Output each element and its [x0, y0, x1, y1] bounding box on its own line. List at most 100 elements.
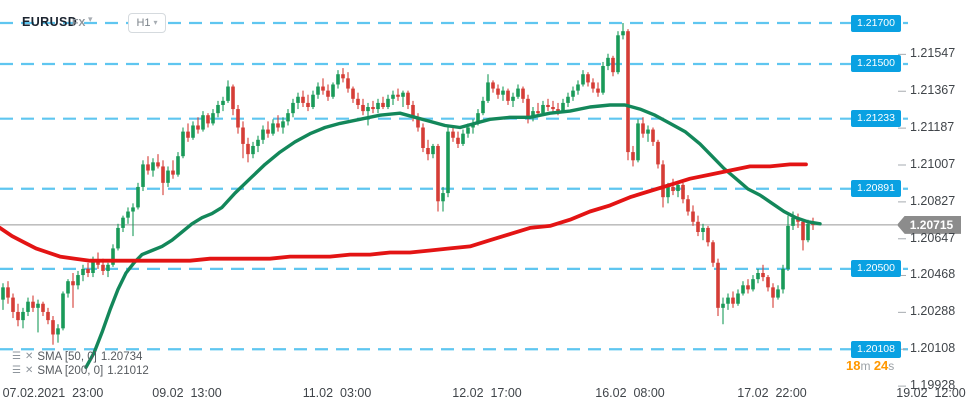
candle-body: [786, 225, 790, 269]
candle-body: [96, 260, 100, 265]
candle-body: [401, 92, 405, 97]
candle-body: [336, 74, 340, 85]
chevron-down-icon[interactable]: ▾: [88, 14, 93, 24]
candle-body: [531, 111, 535, 118]
candle-body: [106, 264, 110, 271]
candle-body: [766, 277, 770, 288]
timeframe-selector[interactable]: H1 ▾: [128, 13, 166, 33]
candle-body: [631, 152, 635, 161]
candle-body: [496, 88, 500, 95]
candle-body: [676, 184, 680, 192]
candle-body: [111, 248, 115, 265]
candle-body: [286, 113, 290, 122]
indicator-remove-icon[interactable]: ✕: [24, 364, 34, 376]
candle-body: [736, 293, 740, 304]
candle-body: [746, 285, 750, 290]
candle-body: [161, 166, 165, 183]
candle-body: [301, 96, 305, 103]
candle-body: [71, 281, 75, 286]
level-lines-layer: [0, 21, 908, 351]
candle-body: [406, 92, 410, 105]
candle-body: [321, 86, 325, 91]
candle-body: [711, 242, 715, 263]
sma-50-line: [84, 103, 822, 369]
candle-body: [686, 199, 690, 212]
candle-body: [36, 303, 40, 308]
candle-body: [316, 86, 320, 95]
candle-body: [621, 31, 625, 36]
candle-body: [281, 121, 285, 128]
candle-body: [131, 207, 135, 212]
candle-body: [306, 102, 310, 108]
candle-body: [421, 127, 425, 148]
candle-body: [341, 74, 345, 79]
indicator-settings-icon[interactable]: ☰: [12, 364, 21, 376]
candle-body: [166, 170, 170, 183]
candle-body: [251, 145, 255, 155]
candle-body: [136, 186, 140, 208]
candle-body: [1, 287, 5, 300]
candle-body: [586, 74, 590, 83]
candle-body: [176, 156, 180, 175]
candle-body: [156, 162, 160, 167]
candle-body: [41, 303, 45, 312]
candle-body: [6, 287, 10, 298]
candle-body: [91, 260, 95, 273]
candle-body: [561, 102, 565, 112]
candle-body: [601, 66, 605, 93]
candle-body: [706, 227, 710, 243]
candle-body: [721, 303, 725, 308]
candle-body: [511, 96, 515, 101]
candle-body: [311, 94, 315, 108]
candle-body: [541, 104, 545, 114]
candle-body: [671, 186, 675, 192]
candle-body: [201, 115, 205, 130]
candle-body: [66, 281, 70, 294]
candle-body: [61, 293, 65, 329]
candle-body: [376, 102, 380, 110]
candle-body: [16, 311, 20, 321]
candle-body: [681, 184, 685, 200]
candle-body: [206, 115, 210, 124]
candle-body: [696, 221, 700, 233]
candle-body: [701, 227, 705, 233]
candle-body: [431, 145, 435, 155]
candle-body: [691, 211, 695, 222]
candle-body: [226, 86, 230, 101]
candle-body: [506, 90, 510, 101]
candle-body: [651, 129, 655, 142]
candle-body: [811, 223, 815, 226]
candle-body: [46, 311, 50, 321]
candle-body: [146, 164, 150, 171]
candle-body: [381, 102, 385, 108]
candle-body: [116, 227, 120, 249]
candle-body: [101, 264, 105, 271]
candle-body: [731, 297, 735, 304]
candle-body: [266, 129, 270, 134]
candle-body: [486, 82, 490, 101]
candle-body: [181, 131, 185, 157]
candle-body: [241, 127, 245, 144]
market-type-label[interactable]: FX: [72, 17, 86, 29]
candle-body: [791, 217, 795, 226]
candle-body: [396, 94, 400, 97]
chevron-down-icon: ▾: [153, 18, 158, 27]
candle-body: [366, 107, 370, 112]
candle-body: [371, 107, 375, 110]
candle-body: [771, 287, 775, 298]
candle-body: [296, 96, 300, 103]
candle-body: [606, 57, 610, 67]
indicator-remove-icon[interactable]: ✕: [24, 350, 34, 362]
candle-body: [636, 123, 640, 161]
candle-body: [171, 170, 175, 175]
candle-body: [806, 223, 810, 241]
candle-body: [616, 35, 620, 73]
candle-body: [551, 107, 555, 110]
candle-body: [516, 88, 520, 97]
candles-layer: [1, 23, 815, 345]
candle-body: [326, 90, 330, 97]
indicator-settings-icon[interactable]: ☰: [12, 350, 21, 362]
candle-body: [51, 320, 55, 335]
